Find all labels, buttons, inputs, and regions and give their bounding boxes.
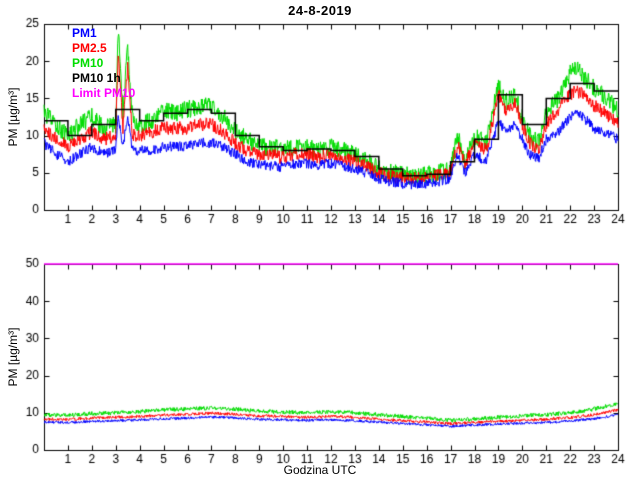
legend-item-limit-pm10: Limit PM10 (72, 86, 136, 100)
top-y-axis-label: PM [µg/m³] (6, 87, 20, 147)
legend-item-pm10-1h: PM10 1h (72, 71, 121, 85)
legend-item-pm1: PM1 (72, 26, 97, 40)
legend: PM1 PM2.5 PM10 PM10 1h Limit PM10 (72, 26, 135, 101)
chart-title: 24-8-2019 (288, 3, 352, 18)
bottom-y-axis-label: PM [µg/m³] (6, 327, 20, 387)
legend-item-pm10: PM10 (72, 56, 104, 70)
legend-item-pm2-5: PM2.5 (72, 41, 107, 55)
x-axis-label: Godzina UTC (283, 463, 357, 477)
